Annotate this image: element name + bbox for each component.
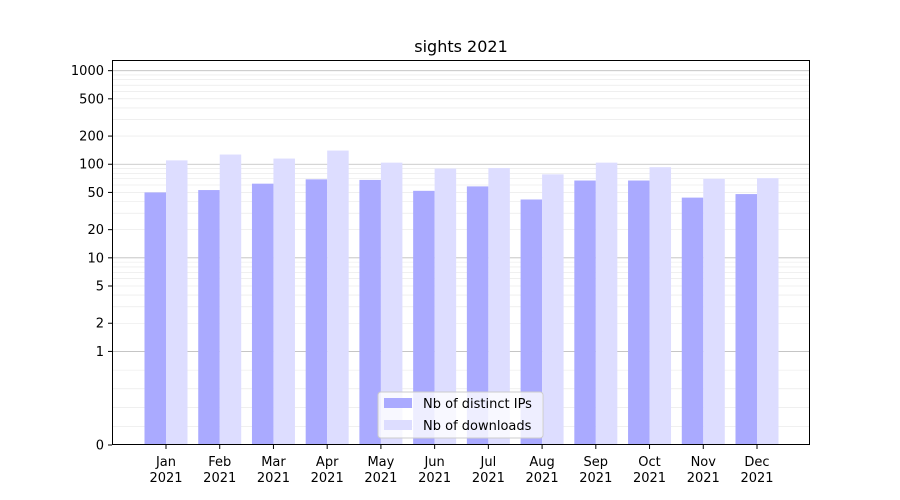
bars: [144, 150, 779, 446]
y-tick-label: 200: [79, 130, 104, 145]
y-axis: 0 1 2 5 10 20 50 100 200 500 1000: [71, 64, 112, 454]
bar-ips: [574, 180, 596, 446]
x-tick-label-month: Jan: [155, 455, 176, 470]
bar-ips: [735, 194, 757, 445]
bar-downloads: [595, 162, 618, 445]
bar-downloads: [219, 154, 242, 445]
y-tick-label: 50: [87, 186, 104, 201]
x-tick-label-month: Nov: [691, 455, 717, 470]
y-tick-label: 1: [96, 345, 104, 360]
bar-ips: [251, 183, 274, 445]
bar-ips: [413, 190, 435, 445]
bar-downloads: [703, 178, 725, 446]
y-tick-label: 1000: [71, 64, 104, 79]
x-axis: Jan2021Feb2021Mar2021Apr2021May2021Jun20…: [149, 445, 774, 486]
legend-swatch-downloads: [384, 420, 412, 430]
bar-downloads: [542, 174, 564, 445]
y-tick-label: 20: [87, 223, 104, 238]
legend-label-downloads: Nb of downloads: [423, 419, 532, 434]
x-tick-label-month: May: [367, 455, 394, 470]
x-tick-label-month: Sep: [584, 455, 609, 470]
x-tick-label-year: 2021: [687, 471, 720, 486]
x-tick-label-month: Feb: [208, 455, 231, 470]
x-tick-label-year: 2021: [633, 471, 666, 486]
bar-downloads: [380, 162, 403, 445]
x-tick-label-year: 2021: [311, 471, 344, 486]
bar-downloads: [273, 158, 295, 445]
bar-downloads: [327, 150, 349, 445]
x-tick-label-month: Jul: [480, 455, 497, 470]
bar-ips: [520, 199, 543, 445]
x-tick-label-month: Aug: [529, 455, 554, 470]
x-tick-label-month: Apr: [316, 455, 339, 470]
x-tick-label-year: 2021: [257, 471, 290, 486]
x-tick-label-month: Oct: [638, 455, 660, 470]
bar-downloads: [757, 178, 779, 445]
legend-box: [377, 391, 544, 439]
plot-area-frame: [112, 60, 810, 445]
x-tick-label-year: 2021: [472, 471, 505, 486]
x-tick-label-year: 2021: [364, 471, 397, 486]
bar-downloads: [488, 168, 510, 445]
x-tick-label-year: 2021: [526, 471, 559, 486]
legend-label-ips: Nb of distinct IPs: [423, 397, 532, 412]
bar-ips: [198, 190, 220, 445]
x-tick-label-year: 2021: [203, 471, 236, 486]
y-tick-label: 0: [96, 439, 104, 454]
bar-ips: [144, 192, 166, 445]
y-tick-label: 5: [96, 280, 104, 295]
bar-ips: [628, 180, 650, 446]
legend-swatch-ips: [384, 398, 412, 408]
chart-title: sights 2021: [414, 37, 508, 56]
x-tick-label-year: 2021: [740, 471, 773, 486]
y-tick-label: 10: [87, 251, 104, 266]
bar-ips: [681, 197, 704, 445]
y-tick-label: 2: [96, 317, 104, 332]
x-tick-label-month: Jun: [423, 455, 444, 470]
bar-ips: [305, 179, 328, 445]
y-tick-label: 100: [79, 158, 104, 173]
x-tick-label-year: 2021: [418, 471, 451, 486]
x-tick-label-month: Mar: [261, 455, 286, 470]
legend: Nb of distinct IPs Nb of downloads: [377, 391, 544, 439]
bar-downloads: [166, 160, 188, 445]
bar-downloads: [434, 168, 457, 445]
bar-ips: [359, 179, 381, 445]
bar-downloads: [649, 167, 672, 446]
bar-ips: [466, 186, 489, 445]
x-tick-label-year: 2021: [579, 471, 612, 486]
x-tick-label-year: 2021: [149, 471, 182, 486]
x-tick-label-month: Dec: [744, 455, 769, 470]
y-tick-label: 500: [79, 92, 104, 107]
